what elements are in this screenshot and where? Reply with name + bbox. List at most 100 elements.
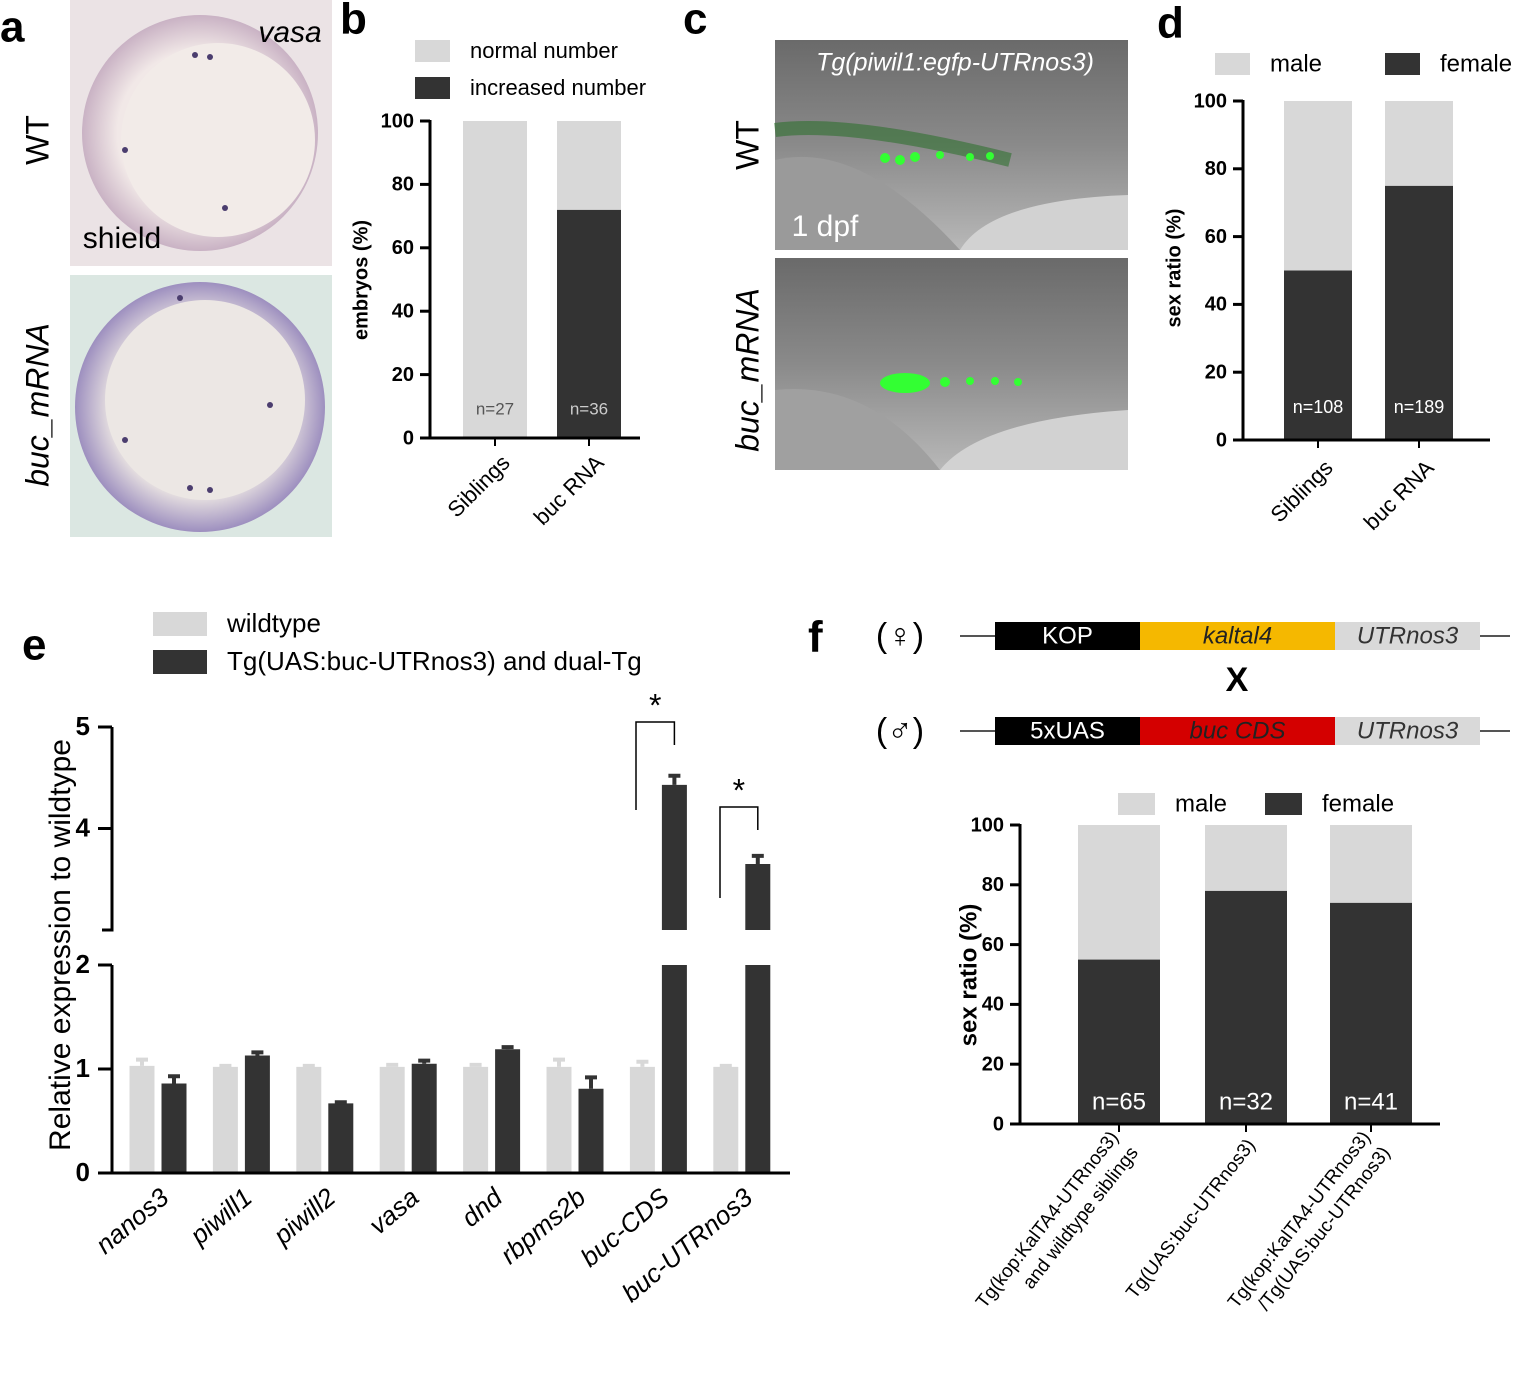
legend-label: normal number	[470, 38, 618, 63]
stage-label: 1 dpf	[792, 210, 859, 243]
error-bar	[302, 1063, 315, 1068]
legend-swatch	[1265, 793, 1302, 815]
transgene-label: Tg(piwil1:egfp-UTRnos3)	[816, 49, 1094, 77]
bar	[578, 1088, 604, 1173]
bar	[745, 864, 771, 1173]
y-tick-label: 0	[993, 1113, 1004, 1135]
legend-label: male	[1270, 50, 1322, 77]
x-tick-label: piwill1	[183, 1182, 257, 1251]
x-tick-label: buc RNA	[1359, 455, 1439, 535]
construct-part	[1335, 622, 1480, 650]
error-bar	[251, 1050, 264, 1056]
y-axis-label: embryos (%)	[350, 220, 372, 340]
construct-part	[1140, 717, 1335, 745]
bar-segment	[1205, 825, 1287, 891]
bar	[244, 1055, 270, 1173]
y-tick-label: 80	[1205, 158, 1227, 180]
bar	[546, 1066, 572, 1173]
sample-size: n=189	[1394, 397, 1445, 417]
construct-part	[1335, 717, 1480, 745]
error-bar	[585, 1075, 597, 1089]
error-bar	[751, 853, 764, 865]
x-tick-label: Siblings	[442, 450, 514, 522]
legend-swatch	[1385, 53, 1420, 75]
y-tick-label: 20	[1205, 361, 1227, 383]
legend-label: female	[1440, 50, 1512, 77]
bar	[161, 1083, 187, 1173]
panel-letter: e	[22, 621, 46, 670]
bar	[411, 1063, 437, 1173]
x-tick-label: buc RNA	[529, 450, 609, 530]
sample-size: n=108	[1293, 397, 1344, 417]
bar	[713, 1066, 739, 1173]
panel-a-images	[70, 0, 332, 537]
y-tick-label: 0	[76, 1157, 90, 1187]
stain-label: vasa	[258, 16, 321, 49]
x-tick-label: dnd	[455, 1181, 509, 1233]
sample-size: n=65	[1092, 1088, 1146, 1115]
construct-label: buc CDS	[1189, 717, 1285, 744]
sample-size: n=41	[1344, 1088, 1398, 1115]
error-bar	[501, 1045, 514, 1050]
legend-swatch	[415, 40, 450, 62]
y-axis-label: sex ratio (%)	[1163, 209, 1185, 328]
legend-label: Tg(UAS:buc-UTRnos3) and dual-Tg	[227, 646, 642, 676]
row-label: buc_mRNA	[729, 288, 765, 452]
bar	[328, 1103, 354, 1173]
sample-size: n=32	[1219, 1088, 1273, 1115]
parent-symbol: (♀)	[876, 617, 924, 655]
y-tick-label: 60	[982, 934, 1004, 956]
sample-size: n=36	[570, 399, 608, 418]
x-tick-label: Tg(UAS:buc-UTRnos3)	[1122, 1135, 1259, 1303]
bar-segment	[463, 121, 527, 438]
y-tick-label: 2	[76, 949, 90, 979]
parent-symbol: (♂)	[876, 712, 924, 750]
bar-segment	[1330, 902, 1412, 1124]
panel-letter: a	[0, 3, 25, 52]
significance-bracket	[635, 721, 676, 810]
y-tick-label: 80	[982, 874, 1004, 896]
y-tick-label: 60	[1205, 226, 1227, 248]
y-axis-label: sex ratio (%)	[955, 904, 982, 1047]
error-bar	[136, 1057, 148, 1066]
bar-segment	[1385, 185, 1453, 440]
legend-label: male	[1175, 790, 1227, 817]
bar	[661, 784, 687, 1173]
error-bar	[334, 1100, 347, 1105]
bar-segment	[1330, 825, 1412, 903]
error-bar	[168, 1074, 180, 1084]
y-tick-label: 4	[76, 812, 91, 842]
construct-label: KOP	[1042, 622, 1093, 649]
bar	[629, 1066, 655, 1173]
bar	[296, 1066, 322, 1173]
legend-label: increased number	[470, 75, 646, 100]
y-tick-label: 40	[982, 994, 1004, 1016]
bar	[463, 1066, 489, 1173]
error-bar	[469, 1062, 482, 1067]
panel-letter: f	[808, 613, 823, 662]
legend-swatch	[1215, 53, 1250, 75]
bar-segment	[1385, 101, 1453, 186]
y-tick-label: 5	[76, 711, 90, 741]
x-tick-label: Siblings	[1265, 455, 1337, 527]
row-label: WT	[729, 120, 765, 170]
y-tick-label: 100	[971, 814, 1004, 836]
y-axis	[102, 727, 114, 1173]
panel-letter: d	[1157, 0, 1184, 48]
cross-symbol: X	[1226, 661, 1249, 699]
error-bar	[719, 1063, 732, 1068]
bar-segment	[557, 209, 621, 438]
x-tick-label: Tg(kop:KalTA4-UTRnos3)	[972, 1128, 1123, 1313]
error-bar	[386, 1062, 399, 1067]
y-axis-label: Relative expression to wildtype	[44, 739, 77, 1151]
legend-label: wildtype	[226, 608, 321, 638]
panel-letter: b	[340, 0, 367, 44]
significance-bracket	[719, 806, 759, 898]
error-bar	[668, 773, 681, 785]
error-bar	[553, 1057, 565, 1067]
sample-size: n=27	[476, 399, 514, 418]
y-tick-label: 40	[1205, 294, 1227, 316]
row-label: WT	[19, 115, 55, 165]
legend-label: female	[1322, 790, 1394, 817]
y-tick-label: 0	[403, 427, 414, 449]
